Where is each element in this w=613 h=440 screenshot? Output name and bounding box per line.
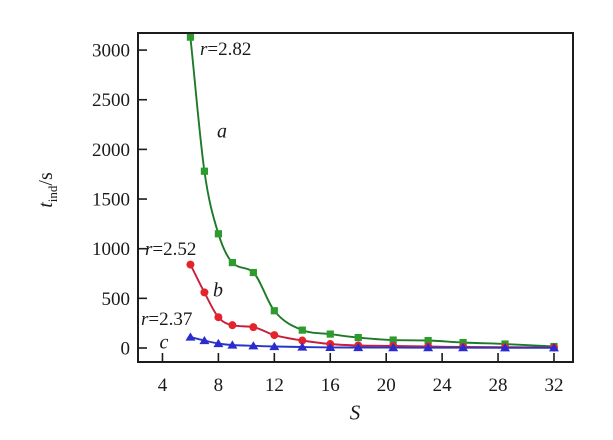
- y-axis-unit: /s: [35, 172, 57, 186]
- annotation-symbol: a: [217, 120, 227, 143]
- series-a-marker: [186, 33, 195, 41]
- x-tick-label: 16: [321, 375, 340, 396]
- x-axis-title: S: [349, 400, 361, 425]
- series-a-curve: [189, 37, 555, 348]
- x-tick-label: 4: [158, 375, 168, 396]
- series-c-marker: [227, 340, 238, 349]
- series-a-marker: [249, 268, 257, 277]
- series-letter-b: b: [213, 280, 223, 303]
- y-axis-symbol: t: [35, 202, 57, 208]
- series-b-curve: [189, 264, 555, 349]
- series-c-marker: [213, 338, 224, 348]
- series-c-marker: [248, 341, 259, 350]
- series-letter-c: c: [160, 332, 169, 355]
- annotation-value: =2.37: [148, 309, 193, 330]
- y-tick-label: 1500: [92, 190, 130, 211]
- series-c-marker: [458, 343, 469, 352]
- series-a-marker: [228, 258, 236, 267]
- series-a-marker: [354, 333, 362, 342]
- series-a-marker: [270, 307, 278, 315]
- plot-frame: [137, 32, 574, 363]
- y-tick-label: 2000: [92, 140, 130, 161]
- r-value-label-c: r=2.37: [141, 309, 192, 331]
- annotation-value: =2.82: [207, 39, 252, 60]
- y-axis-subscript: ind: [45, 185, 60, 203]
- series-a-marker: [424, 336, 432, 345]
- x-tick-label: 20: [377, 375, 396, 396]
- series-a-marker: [326, 330, 334, 338]
- x-tick-label: 32: [544, 375, 563, 396]
- series-b-marker: [270, 331, 279, 340]
- series-a-marker: [200, 167, 209, 175]
- annotation-symbol: c: [159, 331, 169, 354]
- series-letter-a: a: [217, 121, 227, 144]
- y-tick-label: 500: [102, 289, 131, 310]
- series-b-marker: [214, 313, 223, 322]
- series-c-marker: [185, 332, 196, 341]
- series-b-marker: [249, 323, 258, 332]
- series-b-marker: [298, 336, 307, 345]
- y-axis-title: tind/s: [35, 172, 61, 208]
- series-b-marker: [228, 321, 237, 330]
- series-a-marker: [459, 338, 467, 347]
- series-c-marker: [297, 342, 308, 351]
- series-c-marker: [388, 343, 399, 352]
- series-c-marker: [199, 335, 210, 345]
- y-tick-label: 3000: [92, 41, 130, 62]
- series-c-marker: [500, 343, 511, 352]
- series-a-marker: [389, 336, 397, 344]
- x-tick-label: 28: [489, 375, 508, 396]
- x-tick-label: 12: [265, 375, 284, 396]
- y-tick-label: 2500: [92, 90, 130, 111]
- annotation-symbol: r: [141, 309, 149, 330]
- annotation-symbol: r: [200, 39, 208, 60]
- series-c-marker: [548, 343, 559, 352]
- series-c-marker: [423, 343, 434, 352]
- annotation-symbol: r: [145, 239, 153, 260]
- series-b-marker: [186, 260, 195, 269]
- series-a-marker: [298, 326, 306, 334]
- series-c-marker: [325, 342, 336, 352]
- r-value-label-a: r=2.82: [200, 39, 251, 61]
- annotation-symbol: b: [213, 279, 223, 302]
- annotation-value: =2.52: [152, 239, 197, 260]
- y-tick-label: 1000: [92, 239, 130, 260]
- x-tick-label: 24: [433, 375, 453, 396]
- series-a-marker: [214, 230, 223, 238]
- series-b-marker: [200, 288, 209, 297]
- r-value-label-b: r=2.52: [145, 239, 196, 261]
- y-tick-label: 0: [121, 338, 131, 359]
- series-c-marker: [269, 341, 280, 351]
- series-c-marker: [353, 342, 364, 352]
- x-tick-label: 8: [214, 375, 224, 396]
